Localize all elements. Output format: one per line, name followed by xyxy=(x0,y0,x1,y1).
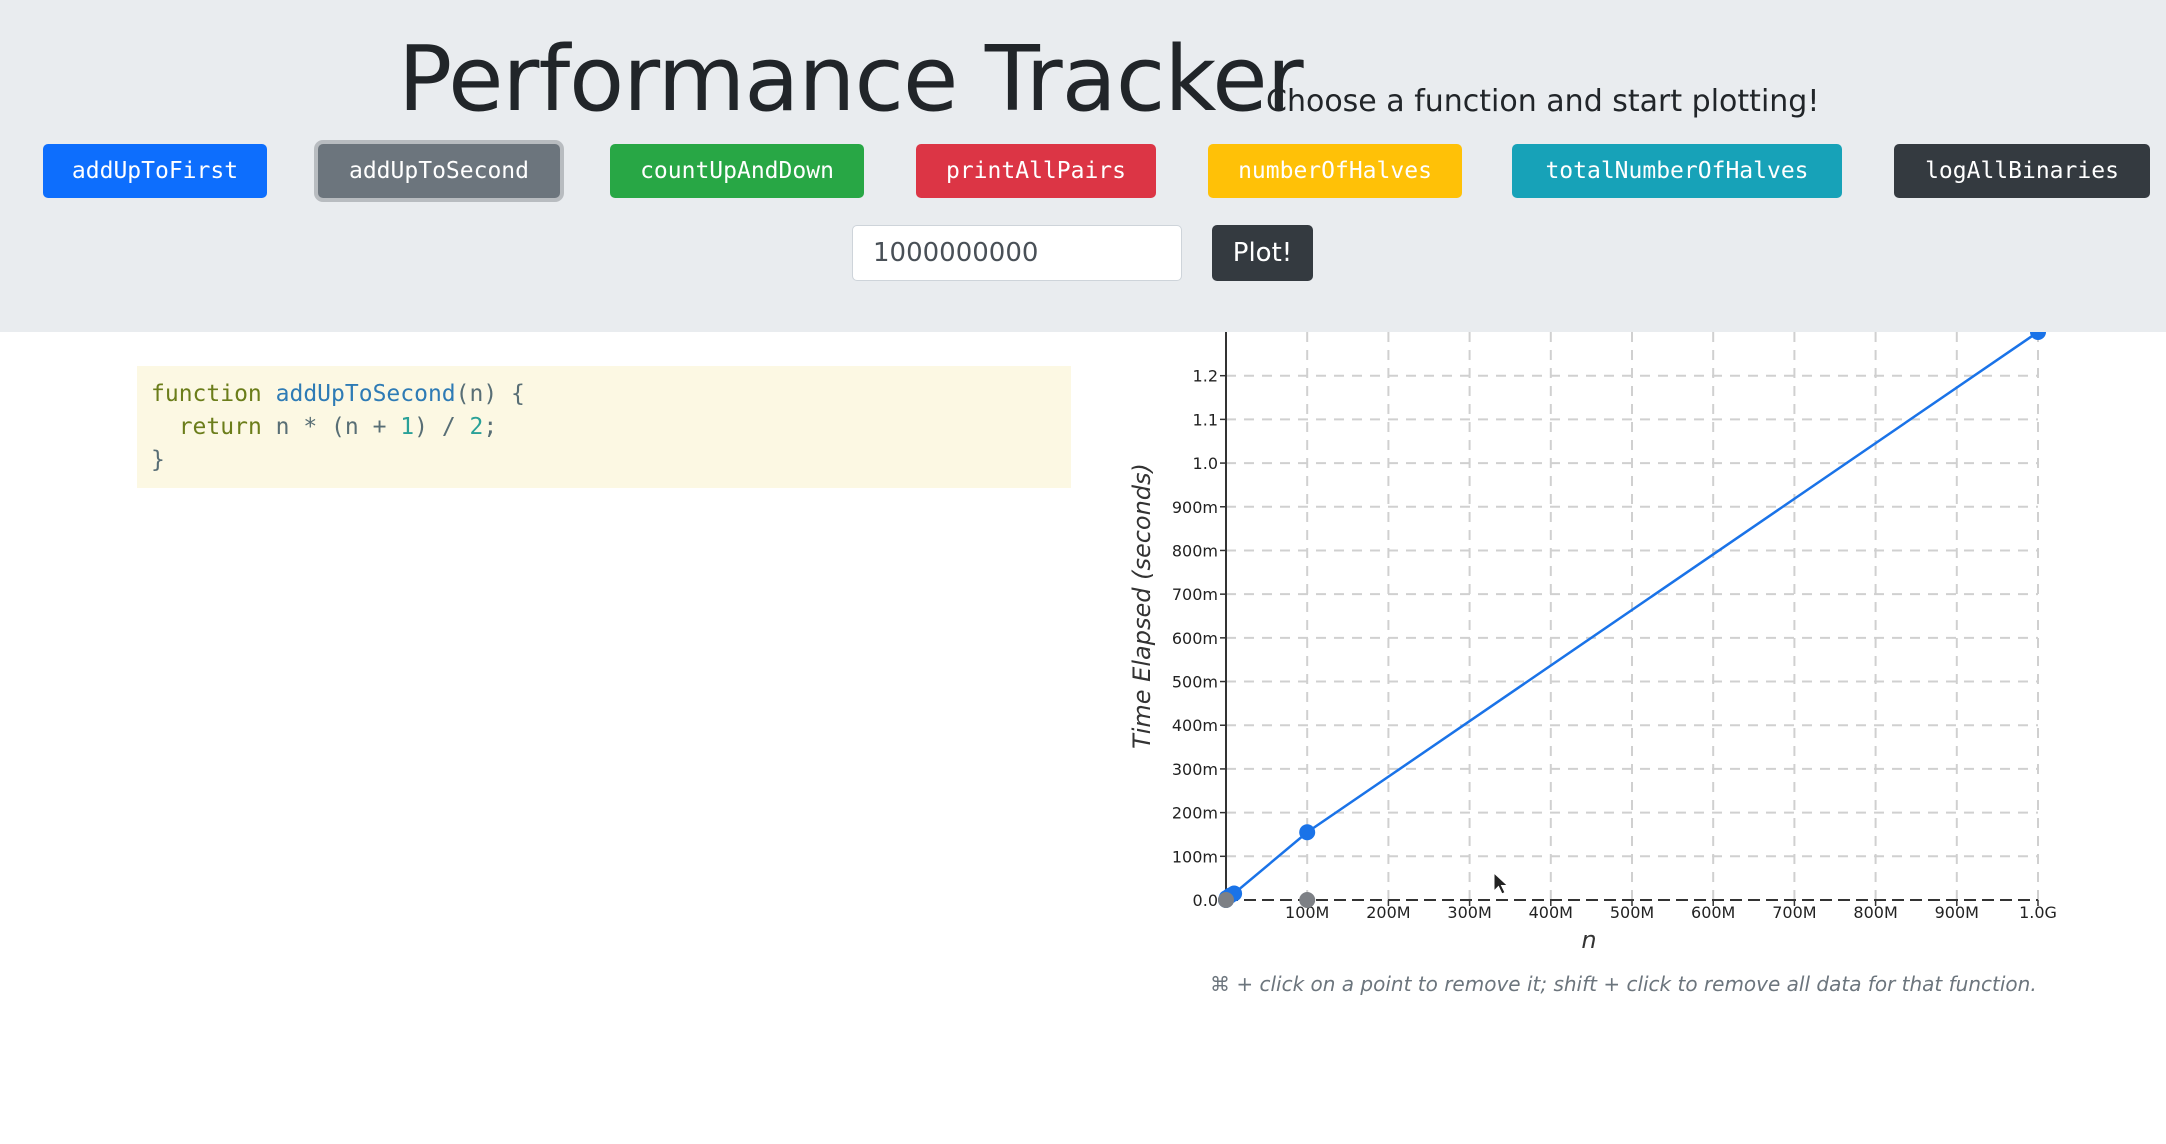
code-number-two: 2 xyxy=(469,414,484,440)
code-return-keyword: return xyxy=(178,414,262,440)
x-tick-label: 1.0G xyxy=(2019,903,2057,922)
fn-button-logAllBinaries[interactable]: logAllBinaries xyxy=(1894,144,2150,198)
code-closing-brace: } xyxy=(151,447,165,473)
y-tick-label: 1.0 xyxy=(1193,454,1218,473)
x-tick-label: 300M xyxy=(1447,903,1491,922)
plot-button[interactable]: Plot! xyxy=(1212,225,1313,281)
data-point-addUpToFirst xyxy=(2030,332,2046,340)
chart-hint: ⌘ + click on a point to remove it; shift… xyxy=(1210,972,2037,996)
y-tick-label: 800m xyxy=(1172,541,1218,560)
series-line-addUpToFirst xyxy=(1224,332,2039,901)
data-point-addUpToSecond xyxy=(1218,892,1234,908)
y-tick-label: 700m xyxy=(1172,585,1218,604)
mouse-cursor-icon xyxy=(1493,872,1509,895)
x-tick-label: 500M xyxy=(1610,903,1654,922)
chart-series xyxy=(1218,332,2046,908)
y-tick-label: 900m xyxy=(1172,498,1218,517)
data-point-addUpToSecond xyxy=(1299,892,1316,908)
fn-button-addUpToFirst[interactable]: addUpToFirst xyxy=(43,144,267,198)
y-tick-label: 400m xyxy=(1172,716,1218,735)
chart-y-label: Time Elapsed (seconds) xyxy=(1128,463,1156,749)
fn-button-countUpAndDown[interactable]: countUpAndDown xyxy=(610,144,864,198)
x-tick-label: 700M xyxy=(1772,903,1816,922)
y-tick-label: 200m xyxy=(1172,804,1218,823)
y-tick-label: 600m xyxy=(1172,629,1218,648)
code-expr-b: ) / xyxy=(414,414,470,440)
code-number-one: 1 xyxy=(400,414,415,440)
y-tick-label: 500m xyxy=(1172,673,1218,692)
x-tick-label: 900M xyxy=(1935,903,1979,922)
y-tick-label: 100m xyxy=(1172,847,1218,866)
chart-axes: 0.0 100m 200m 300m 400m 500m 600m 700m 800m 900m 1… xyxy=(1172,332,2057,922)
code-keyword: function xyxy=(151,381,262,407)
y-tick-label: 1.1 xyxy=(1193,410,1218,429)
data-point-addUpToFirst xyxy=(1299,824,1316,841)
code-params: (n) { xyxy=(455,381,525,407)
page-subtitle: Choose a function and start plotting! xyxy=(1266,84,1820,119)
y-tick-label: 0.0 xyxy=(1193,891,1218,910)
header-panel: Performance Tracker Choose a function an… xyxy=(0,0,2166,332)
fn-button-printAllPairs[interactable]: printAllPairs xyxy=(916,144,1156,198)
x-tick-label: 800M xyxy=(1853,903,1897,922)
x-tick-label: 400M xyxy=(1529,903,1573,922)
y-tick-label: 300m xyxy=(1172,760,1218,779)
y-tick-label: 1.2 xyxy=(1193,367,1218,386)
fn-button-addUpToSecond[interactable]: addUpToSecond xyxy=(318,144,560,198)
chart-x-label: n xyxy=(1581,926,1596,954)
code-function-name: addUpToSecond xyxy=(275,381,456,407)
x-tick-label: 600M xyxy=(1691,903,1735,922)
code-expr-a: n * (n + xyxy=(275,414,401,440)
x-tick-label: 100M xyxy=(1285,903,1329,922)
chart-grid xyxy=(1226,332,2039,900)
fn-button-totalNumberOfHalves[interactable]: totalNumberOfHalves xyxy=(1512,144,1842,198)
x-tick-label: 200M xyxy=(1366,903,1410,922)
n-input[interactable]: 1000000000 xyxy=(852,225,1182,281)
code-expr-c: ; xyxy=(483,414,498,440)
fn-button-numberOfHalves[interactable]: numberOfHalves xyxy=(1208,144,1462,198)
code-snippet: function addUpToSecond(n) { return n * (… xyxy=(137,366,1071,488)
performance-chart: 0.0 100m 200m 300m 400m 500m 600m 700m 800m 900m 1… xyxy=(1128,332,2057,954)
page-title: Performance Tracker xyxy=(398,27,1304,132)
